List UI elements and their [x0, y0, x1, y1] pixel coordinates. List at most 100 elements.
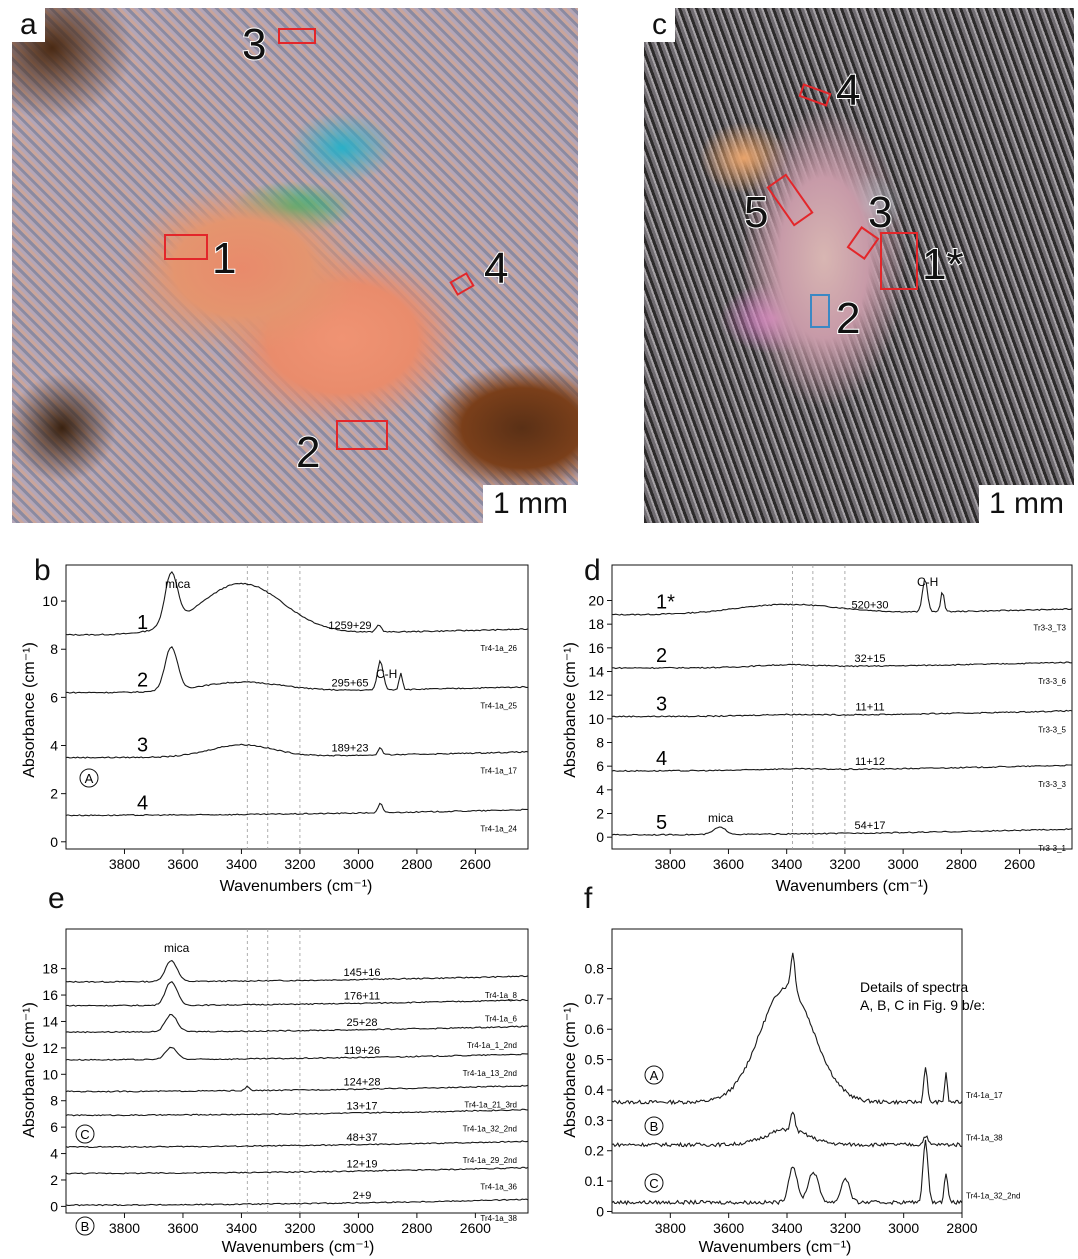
panel-letter-b: b — [34, 554, 51, 587]
spectrum-d-Tr3-3_T3 — [611, 578, 1073, 616]
xtick-label: 3200 — [829, 856, 860, 872]
spot-label-c-4: 4 — [835, 65, 862, 116]
svg-text:A: A — [650, 1068, 659, 1083]
spot-label-c-3: 3 — [867, 187, 894, 238]
marker-e-c: C — [75, 1124, 95, 1144]
ytick-label: 0 — [50, 834, 58, 850]
series-value-d: 32+15 — [855, 653, 886, 665]
xtick-label: 3400 — [771, 856, 802, 872]
series-id-e: Tr4-1a_6 — [485, 1015, 518, 1024]
series-number-b: 3 — [137, 735, 148, 757]
xtick-label: 3400 — [226, 856, 257, 872]
series-id-e: Tr4-1a_29_2nd — [463, 1156, 517, 1165]
spectrum-e-Tr4-1a_6 — [65, 981, 529, 1007]
spot-label-c-5: 5 — [743, 187, 770, 238]
series-value-e: 176+11 — [344, 991, 380, 1003]
series-number-d: 1* — [656, 592, 675, 614]
series-number-d: 4 — [656, 748, 667, 770]
scale-bar-c: 1 mm — [979, 485, 1074, 523]
ytick-label: 0.5 — [585, 1052, 605, 1068]
spectrum-e-Tr4-1a_29_2nd — [65, 1140, 529, 1149]
series-id-b: Tr4-1a_17 — [480, 767, 517, 776]
ytick-label: 10 — [42, 1066, 58, 1082]
spectrum-d-Tr3-3_3 — [611, 764, 1073, 772]
plot-frame-d — [611, 564, 1073, 850]
xtick-label: 3000 — [343, 856, 374, 872]
plot-frame-b — [65, 564, 529, 850]
series-id-e: Tr4-1a_38 — [480, 1214, 517, 1223]
spectrum-e-Tr4-1a_32_2nd — [65, 1108, 529, 1117]
series-id-f: Tr4-1a_32_2nd — [966, 1191, 1020, 1200]
xlabel-b: Wavenumbers (cm⁻¹) — [220, 878, 373, 895]
ytick-label: 18 — [42, 961, 58, 977]
ytick-label: 2 — [50, 1172, 58, 1188]
ytick-label: 0 — [50, 1198, 58, 1214]
ylabel-f: Absorbance (cm⁻¹) — [562, 1002, 579, 1138]
xtick-label: 3400 — [226, 1220, 257, 1236]
xtick-label: 2600 — [460, 1220, 491, 1236]
ytick-label: 6 — [596, 758, 604, 774]
ytick-label: 12 — [588, 687, 604, 703]
series-value-e: 119+26 — [344, 1045, 380, 1057]
ytick-label: 2 — [50, 786, 58, 802]
spectrum-e-Tr4-1a_38 — [65, 1198, 529, 1207]
panel-letter-a: a — [12, 8, 45, 42]
series-value-b: 189+23 — [331, 743, 368, 755]
series-value-e: 48+37 — [347, 1132, 378, 1144]
panel-letter-e: e — [48, 882, 65, 915]
series-number-d: 2 — [656, 645, 667, 667]
ytick-label: 0.4 — [585, 1082, 605, 1098]
series-id-b: Tr4-1a_25 — [480, 702, 517, 711]
annot-mica-e: mica — [164, 941, 190, 955]
marker-e-b: B — [75, 1216, 95, 1236]
xtick-label: 2800 — [401, 856, 432, 872]
roi-a-3 — [278, 28, 316, 44]
xtick-label: 2800 — [946, 856, 977, 872]
spot-label-a-3: 3 — [241, 19, 268, 70]
series-number-b: 4 — [137, 792, 148, 814]
svg-text:B: B — [650, 1119, 659, 1134]
ytick-label: 0.2 — [585, 1143, 605, 1159]
chart-b: 3800 3600 3400 3200 3000 2800 2600 0 2 4 6 8 10 1 1259… — [42, 564, 529, 872]
ytick-label: 2 — [596, 806, 604, 822]
series-id-e: Tr4-1a_36 — [480, 1182, 517, 1191]
series-value-e: 25+28 — [347, 1017, 378, 1029]
plot-frame-e — [65, 928, 529, 1214]
roi-c-2 — [810, 294, 830, 328]
series-number-b: 2 — [137, 670, 148, 692]
svg-text:A: A — [85, 771, 94, 786]
xtick-label: 2800 — [401, 1220, 432, 1236]
ylabel-e: Absorbance (cm⁻¹) — [21, 1002, 38, 1138]
spectrum-f-Tr4-1a_17 — [611, 952, 963, 1106]
xtick-label: 3600 — [713, 856, 744, 872]
roi-a-2 — [336, 420, 388, 450]
series-id-d: Tr3-3_3 — [1038, 780, 1066, 789]
spectrum-f-Tr4-1a_38 — [611, 1111, 962, 1148]
spectrum-b-Tr4-1a_25 — [66, 645, 528, 694]
svg-text:C: C — [80, 1127, 89, 1142]
panel-letter-f: f — [584, 882, 593, 915]
ytick-label: 16 — [42, 987, 58, 1003]
xtick-label: 3800 — [655, 1220, 686, 1236]
series-id-f: Tr4-1a_17 — [966, 1091, 1003, 1100]
spectrum-d-Tr3-3_6 — [612, 661, 1072, 670]
series-id-e: Tr4-1a_21_3rd — [464, 1100, 517, 1109]
spot-label-a-2: 2 — [295, 427, 322, 478]
spot-label-c-2: 2 — [835, 293, 862, 344]
spectrum-b-Tr4-1a_17 — [65, 743, 529, 759]
ylabel-b: Absorbance (cm⁻¹) — [21, 642, 38, 778]
xtick-label: 2800 — [946, 1220, 977, 1236]
ytick-label: 0.6 — [585, 1021, 605, 1037]
xtick-label: 3200 — [284, 856, 315, 872]
series-id-e: Tr4-1a_13_2nd — [463, 1069, 517, 1078]
annot-ch-d: C-H — [917, 575, 938, 589]
series-value-b: 295+65 — [331, 678, 368, 690]
ytick-label: 14 — [588, 664, 604, 680]
xtick-label: 3800 — [109, 856, 140, 872]
marker-b-a: A — [79, 768, 99, 788]
xtick-label: 3800 — [109, 1220, 140, 1236]
ytick-label: 12 — [42, 1040, 58, 1056]
spectrum-b-Tr4-1a_26 — [65, 570, 529, 636]
panel-letter-d: d — [584, 554, 601, 587]
scale-bar-a: 1 mm — [483, 485, 578, 523]
